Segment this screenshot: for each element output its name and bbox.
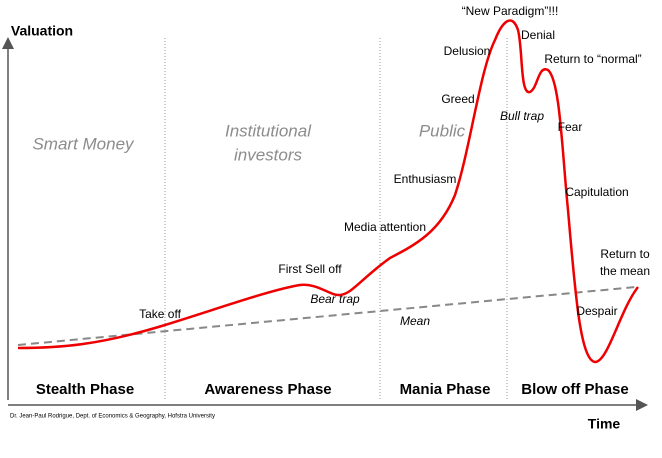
annotation: Capitulation xyxy=(565,185,628,199)
annotation: Enthusiasm xyxy=(394,172,457,186)
phase-label: Blow off Phase xyxy=(521,381,629,398)
bubble-curve xyxy=(17,19,639,364)
annotation: “New Paradigm”!!! xyxy=(462,4,559,18)
x-axis-label: Time xyxy=(588,416,621,432)
annotation: Take off xyxy=(139,307,181,321)
phase-label: Mania Phase xyxy=(400,381,491,398)
annotation: Greed xyxy=(441,92,474,106)
y-axis-label: Valuation xyxy=(11,23,73,39)
annotation: Fear xyxy=(558,120,583,134)
phase-label: Stealth Phase xyxy=(36,381,134,398)
annotation: Return to “normal” xyxy=(544,52,641,66)
annotation: Bull trap xyxy=(500,109,544,123)
region-label: investors xyxy=(234,145,303,164)
region-label: Smart Money xyxy=(32,134,135,153)
annotation: the mean xyxy=(600,264,650,278)
annotation: First Sell off xyxy=(278,262,342,276)
annotation: Bear trap xyxy=(310,292,360,306)
annotation: Mean xyxy=(400,314,430,328)
phase-label: Awareness Phase xyxy=(204,381,331,398)
region-label: Institutional xyxy=(225,121,312,140)
annotation: Denial xyxy=(521,28,555,42)
annotation: Delusion xyxy=(444,44,491,58)
phase-dividers xyxy=(164,38,508,400)
region-label: Public xyxy=(419,121,466,140)
annotation: Despair xyxy=(576,304,617,318)
annotation: Return to xyxy=(600,247,650,261)
annotation: Media attention xyxy=(344,220,426,234)
credit: Dr. Jean-Paul Rodrigue, Dept. of Economi… xyxy=(10,414,215,420)
